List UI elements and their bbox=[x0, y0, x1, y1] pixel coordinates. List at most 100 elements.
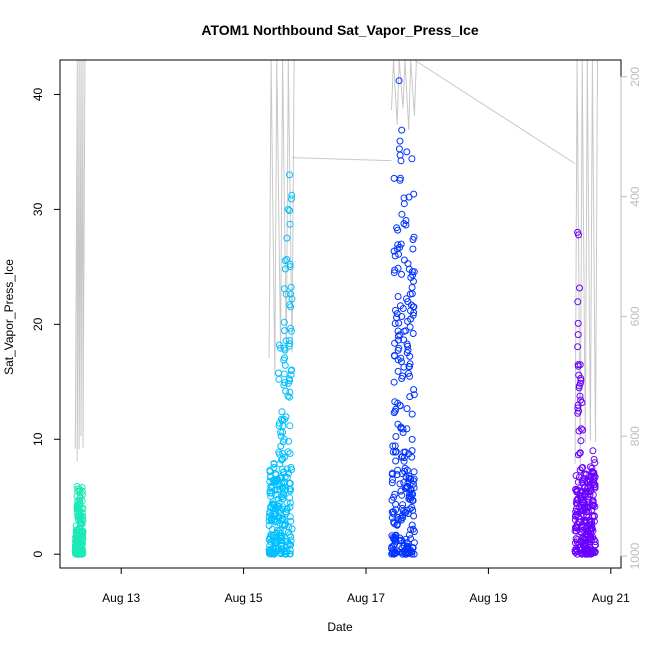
data-point bbox=[280, 370, 288, 378]
data-point bbox=[577, 425, 585, 433]
data-point bbox=[287, 327, 295, 335]
data-point bbox=[574, 331, 582, 339]
data-point bbox=[273, 476, 281, 483]
data-point bbox=[589, 497, 597, 505]
data-point bbox=[574, 499, 581, 507]
data-point bbox=[284, 392, 292, 400]
data-point bbox=[580, 511, 587, 519]
data-point bbox=[288, 466, 295, 474]
data-point bbox=[587, 550, 595, 558]
data-point bbox=[591, 459, 599, 467]
data-point bbox=[397, 240, 405, 248]
data-point bbox=[574, 343, 582, 351]
data-point bbox=[409, 544, 417, 552]
data-point bbox=[78, 505, 86, 513]
data-point bbox=[286, 260, 294, 268]
data-point bbox=[407, 307, 414, 315]
data-point bbox=[576, 284, 583, 292]
data-point bbox=[282, 537, 290, 545]
data-point bbox=[281, 453, 288, 461]
data-point bbox=[286, 499, 294, 507]
data-point bbox=[267, 503, 274, 511]
data-point bbox=[270, 460, 278, 467]
data-point bbox=[580, 518, 588, 526]
data-point bbox=[574, 404, 582, 412]
data-point bbox=[397, 157, 405, 165]
data-point bbox=[280, 318, 288, 326]
data-point bbox=[571, 547, 579, 555]
data-point bbox=[400, 327, 408, 335]
data-point bbox=[578, 487, 586, 495]
data-point bbox=[590, 472, 598, 480]
data-point bbox=[267, 538, 275, 546]
data-point bbox=[286, 422, 294, 430]
data-point bbox=[573, 511, 581, 519]
data-point bbox=[278, 539, 286, 547]
data-point bbox=[576, 449, 584, 457]
data-point bbox=[279, 468, 287, 476]
chart-title: ATOM1 Northbound Sat_Vapor_Press_Ice bbox=[201, 22, 478, 38]
data-point bbox=[408, 521, 416, 529]
pressure-connector bbox=[292, 157, 392, 162]
data-point bbox=[396, 402, 404, 409]
data-point bbox=[395, 344, 403, 352]
data-point bbox=[267, 531, 275, 539]
data-point bbox=[396, 151, 404, 159]
data-point bbox=[575, 427, 583, 435]
data-point bbox=[409, 477, 417, 485]
data-point bbox=[410, 468, 418, 476]
data-point bbox=[286, 513, 294, 521]
data-point bbox=[389, 469, 396, 477]
data-point bbox=[400, 457, 408, 465]
data-point bbox=[402, 221, 410, 229]
data-point bbox=[285, 342, 293, 350]
y2-tick-label: 600 bbox=[628, 306, 642, 326]
data-point bbox=[574, 228, 582, 236]
pressure-segment bbox=[574, 59, 598, 465]
data-point bbox=[399, 429, 407, 436]
data-point bbox=[276, 547, 284, 555]
data-point bbox=[395, 250, 403, 258]
data-point bbox=[589, 447, 597, 455]
pressure-segment bbox=[268, 59, 295, 377]
data-point bbox=[407, 274, 415, 281]
data-point bbox=[393, 471, 401, 479]
data-point bbox=[574, 362, 582, 370]
data-point bbox=[410, 539, 418, 547]
data-point bbox=[399, 425, 407, 433]
data-point bbox=[286, 503, 294, 511]
data-point bbox=[266, 508, 274, 516]
data-point bbox=[590, 456, 598, 463]
data-point bbox=[392, 457, 400, 465]
data-point bbox=[404, 548, 411, 556]
data-point bbox=[396, 480, 404, 488]
data-point bbox=[580, 491, 588, 499]
pressure-trace bbox=[74, 59, 598, 465]
data-point bbox=[584, 545, 591, 553]
data-point bbox=[276, 529, 284, 537]
data-point bbox=[279, 428, 287, 436]
series-group bbox=[71, 482, 87, 558]
data-point bbox=[285, 523, 293, 531]
data-point bbox=[410, 303, 418, 311]
data-point bbox=[587, 484, 595, 492]
data-point bbox=[281, 346, 289, 354]
data-point bbox=[390, 493, 398, 501]
data-point bbox=[286, 220, 294, 228]
data-point bbox=[410, 233, 418, 241]
data-point bbox=[71, 547, 79, 555]
data-point bbox=[391, 407, 399, 415]
data-point bbox=[78, 549, 86, 557]
data-point bbox=[408, 155, 416, 163]
data-point bbox=[403, 405, 411, 413]
data-point bbox=[399, 372, 407, 380]
data-point bbox=[402, 295, 410, 303]
y-tick-label: 30 bbox=[31, 202, 45, 216]
data-point bbox=[275, 375, 283, 383]
data-point bbox=[395, 145, 403, 153]
data-point bbox=[74, 502, 82, 510]
data-point bbox=[275, 502, 283, 510]
data-point bbox=[390, 247, 398, 255]
data-point bbox=[408, 284, 416, 291]
